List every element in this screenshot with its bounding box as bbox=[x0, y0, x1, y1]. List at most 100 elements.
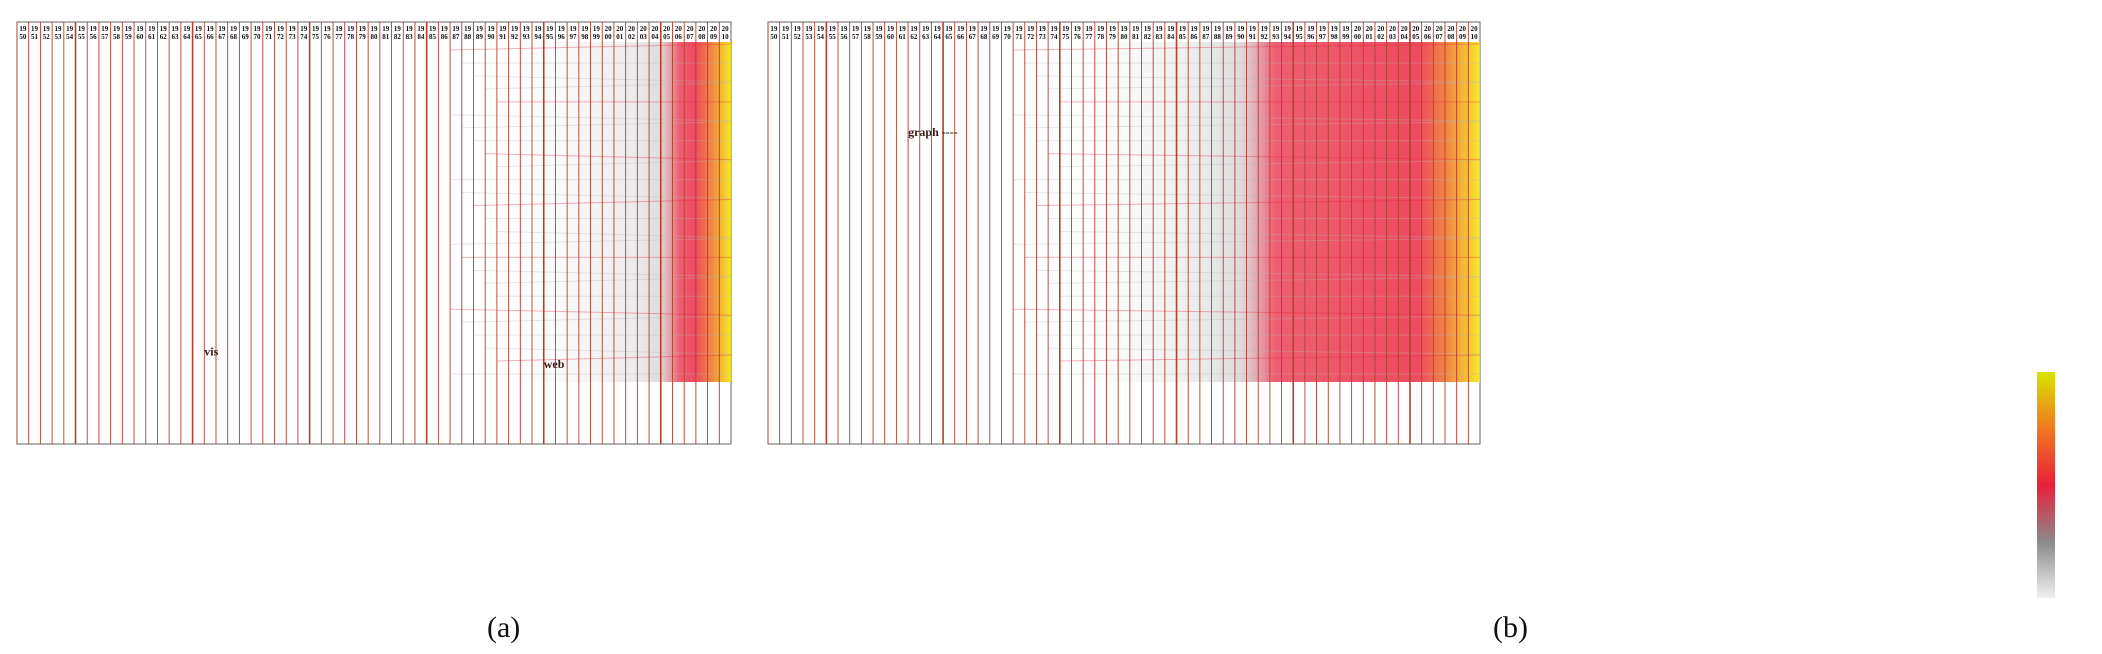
year-label-century: 19 bbox=[1074, 25, 1082, 33]
year-label-century: 19 bbox=[101, 25, 109, 33]
year-label-century: 19 bbox=[1319, 25, 1327, 33]
year-label-decade: 71 bbox=[1015, 33, 1023, 41]
year-label-decade: 04 bbox=[1401, 33, 1409, 41]
year-label-decade: 64 bbox=[183, 33, 191, 41]
year-label-decade: 78 bbox=[1097, 33, 1105, 41]
year-label-decade: 65 bbox=[945, 33, 953, 41]
year-label-century: 19 bbox=[1261, 25, 1269, 33]
year-label-decade: 56 bbox=[840, 33, 848, 41]
year-label-decade: 92 bbox=[1261, 33, 1269, 41]
flow-line bbox=[1048, 153, 1481, 161]
year-label-decade: 94 bbox=[1284, 33, 1292, 41]
year-label-century: 20 bbox=[1424, 25, 1432, 33]
flow-line bbox=[1048, 82, 1481, 90]
year-label-decade: 81 bbox=[1132, 33, 1140, 41]
year-label-decade: 05 bbox=[663, 33, 671, 41]
year-label-decade: 09 bbox=[1459, 33, 1467, 41]
year-label-decade: 10 bbox=[722, 33, 730, 41]
year-label-decade: 91 bbox=[1249, 33, 1257, 41]
year-label-century: 19 bbox=[441, 25, 449, 33]
year-label-decade: 57 bbox=[852, 33, 860, 41]
year-label-century: 19 bbox=[125, 25, 133, 33]
year-label-decade: 80 bbox=[371, 33, 379, 41]
year-label-century: 20 bbox=[640, 25, 648, 33]
year-label-century: 19 bbox=[43, 25, 51, 33]
year-label-decade: 55 bbox=[78, 33, 86, 41]
year-label-decade: 64 bbox=[934, 33, 942, 41]
year-label-decade: 75 bbox=[1062, 33, 1070, 41]
year-label-decade: 66 bbox=[957, 33, 965, 41]
year-label-century: 19 bbox=[534, 25, 542, 33]
year-label-century: 19 bbox=[887, 25, 895, 33]
year-label-decade: 75 bbox=[312, 33, 320, 41]
year-label-century: 19 bbox=[1214, 25, 1222, 33]
year-label-century: 20 bbox=[1401, 25, 1409, 33]
year-label-decade: 58 bbox=[864, 33, 872, 41]
year-label-decade: 59 bbox=[125, 33, 133, 41]
year-label-century: 19 bbox=[1249, 25, 1257, 33]
year-label-decade: 76 bbox=[1074, 33, 1082, 41]
annotation-label: graph ---- bbox=[908, 125, 958, 139]
year-label-century: 20 bbox=[1389, 25, 1397, 33]
year-label-century: 20 bbox=[628, 25, 636, 33]
year-label-century: 19 bbox=[934, 25, 942, 33]
flow-line bbox=[485, 276, 732, 284]
year-label-century: 19 bbox=[1109, 25, 1117, 33]
year-label-century: 20 bbox=[710, 25, 718, 33]
year-label-century: 20 bbox=[1354, 25, 1362, 33]
year-label-century: 19 bbox=[875, 25, 883, 33]
year-label-decade: 74 bbox=[1050, 33, 1058, 41]
year-label-century: 19 bbox=[523, 25, 531, 33]
flow-line bbox=[461, 315, 732, 323]
year-label-century: 19 bbox=[593, 25, 601, 33]
year-label-decade: 60 bbox=[136, 33, 144, 41]
year-label-century: 20 bbox=[1471, 25, 1479, 33]
year-label-decade: 63 bbox=[922, 33, 930, 41]
year-label-century: 20 bbox=[1412, 25, 1420, 33]
year-label-century: 20 bbox=[1377, 25, 1385, 33]
year-label-decade: 00 bbox=[605, 33, 613, 41]
year-label-century: 19 bbox=[136, 25, 144, 33]
year-label-decade: 53 bbox=[805, 33, 813, 41]
caption-a: (a) bbox=[487, 611, 521, 644]
year-label-century: 19 bbox=[394, 25, 402, 33]
year-label-century: 19 bbox=[54, 25, 62, 33]
year-label-decade: 60 bbox=[887, 33, 895, 41]
year-label-decade: 98 bbox=[581, 33, 589, 41]
year-label-decade: 03 bbox=[1389, 33, 1397, 41]
year-label-decade: 56 bbox=[90, 33, 98, 41]
year-label-decade: 50 bbox=[770, 33, 778, 41]
year-label-century: 19 bbox=[335, 25, 343, 33]
year-label-decade: 61 bbox=[148, 33, 156, 41]
year-label-decade: 51 bbox=[31, 33, 39, 41]
year-label-century: 19 bbox=[464, 25, 472, 33]
year-label-century: 19 bbox=[511, 25, 519, 33]
year-label-decade: 06 bbox=[1424, 33, 1432, 41]
year-label-century: 20 bbox=[605, 25, 613, 33]
year-label-decade: 07 bbox=[1436, 33, 1444, 41]
flow-line bbox=[1048, 276, 1481, 284]
year-label-decade: 88 bbox=[1214, 33, 1222, 41]
year-label-decade: 78 bbox=[347, 33, 355, 41]
year-label-century: 19 bbox=[980, 25, 988, 33]
year-label-decade: 79 bbox=[1109, 33, 1117, 41]
year-label-century: 19 bbox=[1272, 25, 1280, 33]
year-label-decade: 52 bbox=[43, 33, 51, 41]
year-label-century: 19 bbox=[1050, 25, 1058, 33]
year-label-decade: 89 bbox=[1226, 33, 1234, 41]
year-label-century: 19 bbox=[277, 25, 285, 33]
year-label-decade: 91 bbox=[499, 33, 507, 41]
year-label-decade: 90 bbox=[488, 33, 496, 41]
year-label-decade: 73 bbox=[289, 33, 297, 41]
year-label-century: 20 bbox=[1459, 25, 1467, 33]
year-label-decade: 08 bbox=[1447, 33, 1455, 41]
year-label-century: 19 bbox=[359, 25, 367, 33]
year-label-century: 19 bbox=[183, 25, 191, 33]
year-label-century: 19 bbox=[19, 25, 27, 33]
year-label-decade: 77 bbox=[1085, 33, 1093, 41]
year-label-century: 19 bbox=[406, 25, 414, 33]
year-label-decade: 97 bbox=[569, 33, 577, 41]
flow-line bbox=[485, 82, 732, 90]
year-label-decade: 10 bbox=[1471, 33, 1479, 41]
year-label-century: 19 bbox=[160, 25, 168, 33]
